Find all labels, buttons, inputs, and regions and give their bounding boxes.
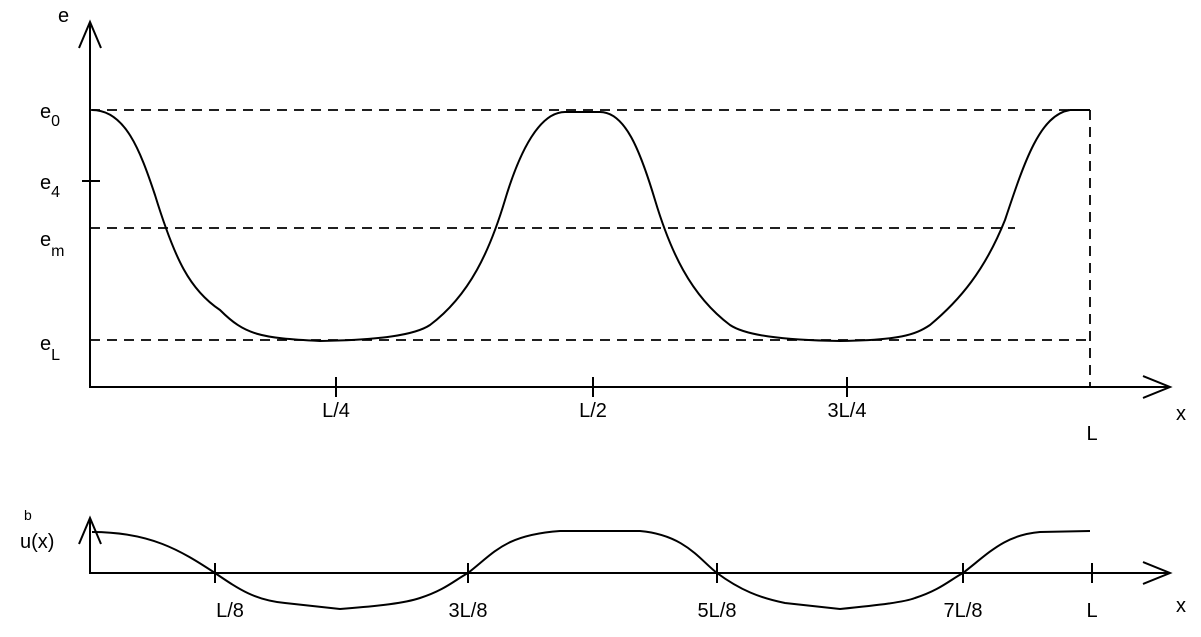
level-label: e0 — [40, 101, 60, 130]
y-axis-label: b u(x) — [20, 507, 54, 553]
e-curve — [91, 109, 1090, 343]
bottom-axes — [78, 515, 1173, 585]
x-tick-labels: L/4 L/2 3L/4 L — [322, 400, 1097, 445]
x-tick-label: L/2 — [579, 400, 607, 422]
y-axis-label: e — [58, 5, 69, 27]
x-tick-label: 3L/4 — [828, 400, 867, 422]
u-curve — [91, 530, 1091, 611]
level-labels: e0 e4 em eL — [40, 101, 64, 364]
level-label: em — [40, 229, 64, 260]
x-tick-label: L/4 — [322, 400, 350, 422]
x-arrow — [1142, 561, 1173, 585]
x-tick-label: L — [1086, 423, 1097, 445]
x-tick-label: 3L/8 — [449, 600, 488, 622]
level-label: eL — [40, 333, 60, 364]
top-axes — [78, 19, 1173, 399]
y-arrow — [78, 515, 102, 545]
x-tick-label: 7L/8 — [944, 600, 983, 622]
x-axis-label: x — [1176, 403, 1186, 425]
level-label: e4 — [40, 172, 60, 201]
x-tick-label: L — [1086, 600, 1097, 622]
x-tick-label: 5L/8 — [698, 600, 737, 622]
x-arrow — [1142, 375, 1173, 399]
x-tick-label: L/8 — [216, 600, 244, 622]
x-axis-label: x — [1176, 595, 1186, 617]
y-arrow — [78, 19, 102, 49]
x-tick-labels: L/8 3L/8 5L/8 7L/8 L — [216, 600, 1097, 622]
